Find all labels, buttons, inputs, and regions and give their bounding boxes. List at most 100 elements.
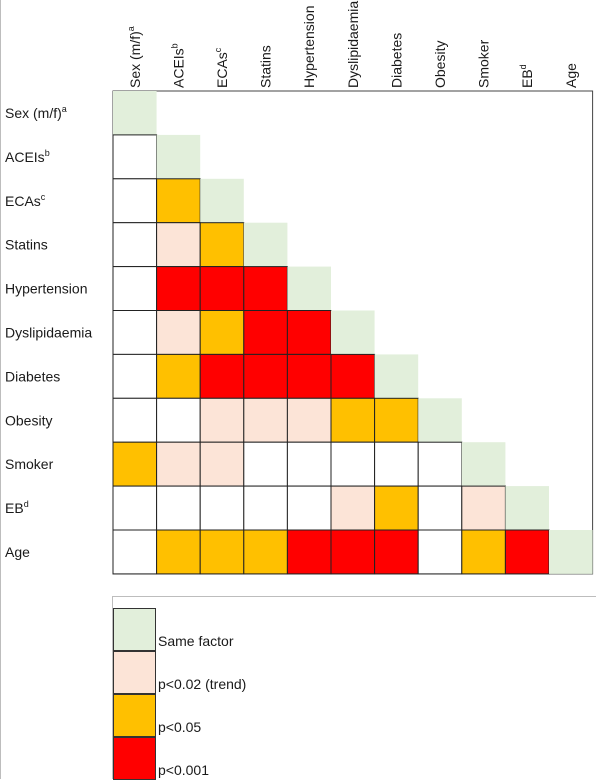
legend-swatch	[113, 737, 156, 780]
heatmap-cell-6-1	[156, 353, 201, 399]
heatmap-cell-4-0	[112, 266, 158, 312]
column-label-0: Sex (m/f)a	[126, 26, 143, 88]
heatmap-cell-9-9	[505, 486, 549, 530]
heatmap-cell-3-2	[199, 222, 245, 268]
column-label-6: Diabetes	[388, 33, 404, 88]
heatmap-cell-1-1	[156, 134, 201, 179]
row-label-1: ACEIsb	[5, 148, 50, 165]
column-label-9: EBd	[518, 64, 535, 88]
heatmap-cell-8-6	[374, 441, 419, 487]
heatmap-cell-9-5	[330, 485, 376, 531]
legend-label: Same factor	[158, 633, 234, 649]
heatmap-cell-4-4	[287, 266, 331, 311]
heatmap-cell-5-0	[112, 310, 158, 355]
column-label-1: ACEIsb	[169, 43, 186, 88]
column-label-7: Obesity	[432, 41, 448, 88]
heatmap-cell-9-3	[243, 485, 288, 531]
row-label-text: ECAs	[5, 193, 41, 209]
heatmap-cell-0-0	[113, 91, 157, 135]
column-label-superscript: b	[169, 43, 179, 48]
heatmap-cell-4-2	[199, 266, 245, 312]
heatmap-cell-9-8	[461, 485, 506, 531]
column-label-text: Statins	[258, 45, 274, 88]
legend-swatch	[113, 651, 156, 694]
heatmap-cell-8-5	[330, 441, 376, 487]
row-label-10: Age	[5, 544, 30, 560]
heatmap-cell-7-5	[330, 397, 376, 443]
heatmap-cell-5-3	[243, 310, 288, 355]
heatmap-cell-8-0	[112, 441, 158, 487]
heatmap-cell-6-5	[330, 353, 376, 399]
correlation-heatmap: Sex (m/f)aACEIsbECAscStatinsHypertension…	[5, 1, 594, 575]
heatmap-cell-1-0	[112, 134, 158, 180]
heatmap-cell-9-6	[374, 485, 419, 531]
row-label-6: Diabetes	[5, 368, 60, 384]
column-label-superscript: d	[518, 64, 528, 69]
heatmap-cell-7-3	[243, 397, 288, 443]
row-label-0: Sex (m/f)a	[5, 104, 67, 121]
column-label-text: Age	[563, 63, 579, 88]
column-label-text: Dyslipidaemia	[345, 1, 361, 88]
heatmap-cell-10-8	[461, 529, 506, 575]
heatmap-cell-6-2	[199, 353, 245, 399]
legend-label: p<0.02 (trend)	[158, 676, 247, 692]
row-label-9: EBd	[5, 499, 29, 516]
column-label-3: Statins	[258, 45, 274, 88]
legend-label: p<0.001	[158, 762, 209, 778]
heatmap-cell-2-1	[156, 178, 201, 224]
heatmap-cell-10-6	[374, 529, 419, 575]
column-label-text: Hypertension	[301, 6, 317, 89]
heatmap-cell-7-1	[156, 397, 201, 443]
heatmap-cell-2-2	[200, 178, 244, 223]
row-label-superscript: c	[41, 192, 46, 202]
legend-swatch	[113, 608, 156, 651]
row-label-text: Hypertension	[5, 281, 88, 297]
column-label-text: EB	[519, 69, 535, 88]
column-label-4: Hypertension	[301, 6, 317, 89]
row-label-text: Dyslipidaemia	[5, 324, 92, 340]
heatmap-cell-8-4	[286, 441, 332, 487]
legend-swatch	[113, 694, 156, 737]
heatmap-cell-6-6	[374, 354, 419, 399]
row-label-text: Diabetes	[5, 368, 60, 384]
row-label-text: ACEIs	[5, 149, 45, 165]
heatmap-cell-2-0	[112, 178, 158, 224]
row-label-5: Dyslipidaemia	[5, 324, 92, 340]
heatmap-cell-6-0	[112, 353, 158, 399]
heatmap-cell-7-2	[199, 397, 245, 443]
heatmap-cell-8-1	[156, 441, 201, 487]
legend-label: p<0.05	[158, 719, 202, 735]
heatmap-cell-10-4	[286, 529, 332, 575]
heatmap-cell-3-1	[156, 222, 201, 268]
row-label-text: Age	[5, 544, 30, 560]
heatmap-cell-9-4	[286, 485, 332, 531]
column-label-text: Diabetes	[388, 33, 404, 88]
heatmap-cell-8-7	[417, 441, 463, 487]
heatmap-cell-7-6	[374, 397, 419, 443]
heatmap-cell-5-1	[156, 310, 201, 355]
heatmap-cell-6-4	[286, 353, 332, 399]
heatmap-cell-4-1	[156, 266, 201, 312]
heatmap-cell-9-7	[417, 485, 463, 531]
left-border-line	[0, 0, 1, 779]
heatmap-cell-10-3	[243, 529, 288, 575]
row-label-superscript: a	[62, 104, 67, 114]
column-label-8: Smoker	[476, 39, 492, 88]
heatmap-cell-8-3	[243, 441, 288, 487]
row-label-2: ECAsc	[5, 192, 46, 209]
column-label-superscript: c	[213, 47, 223, 52]
heatmap-cell-8-2	[199, 441, 245, 487]
heatmap-cell-8-8	[461, 442, 506, 487]
column-label-10: Age	[563, 63, 579, 88]
column-label-text: ECAs	[214, 52, 230, 88]
column-label-2: ECAsc	[213, 47, 230, 88]
column-label-text: Sex (m/f)	[127, 31, 143, 88]
row-label-text: Sex (m/f)	[5, 105, 62, 121]
column-label-text: Smoker	[476, 39, 492, 88]
heatmap-cell-5-5	[331, 310, 375, 355]
heatmap-cell-6-3	[243, 353, 288, 399]
row-label-8: Smoker	[5, 456, 54, 472]
row-label-superscript: d	[24, 499, 29, 509]
heatmap-cell-10-5	[330, 529, 376, 575]
